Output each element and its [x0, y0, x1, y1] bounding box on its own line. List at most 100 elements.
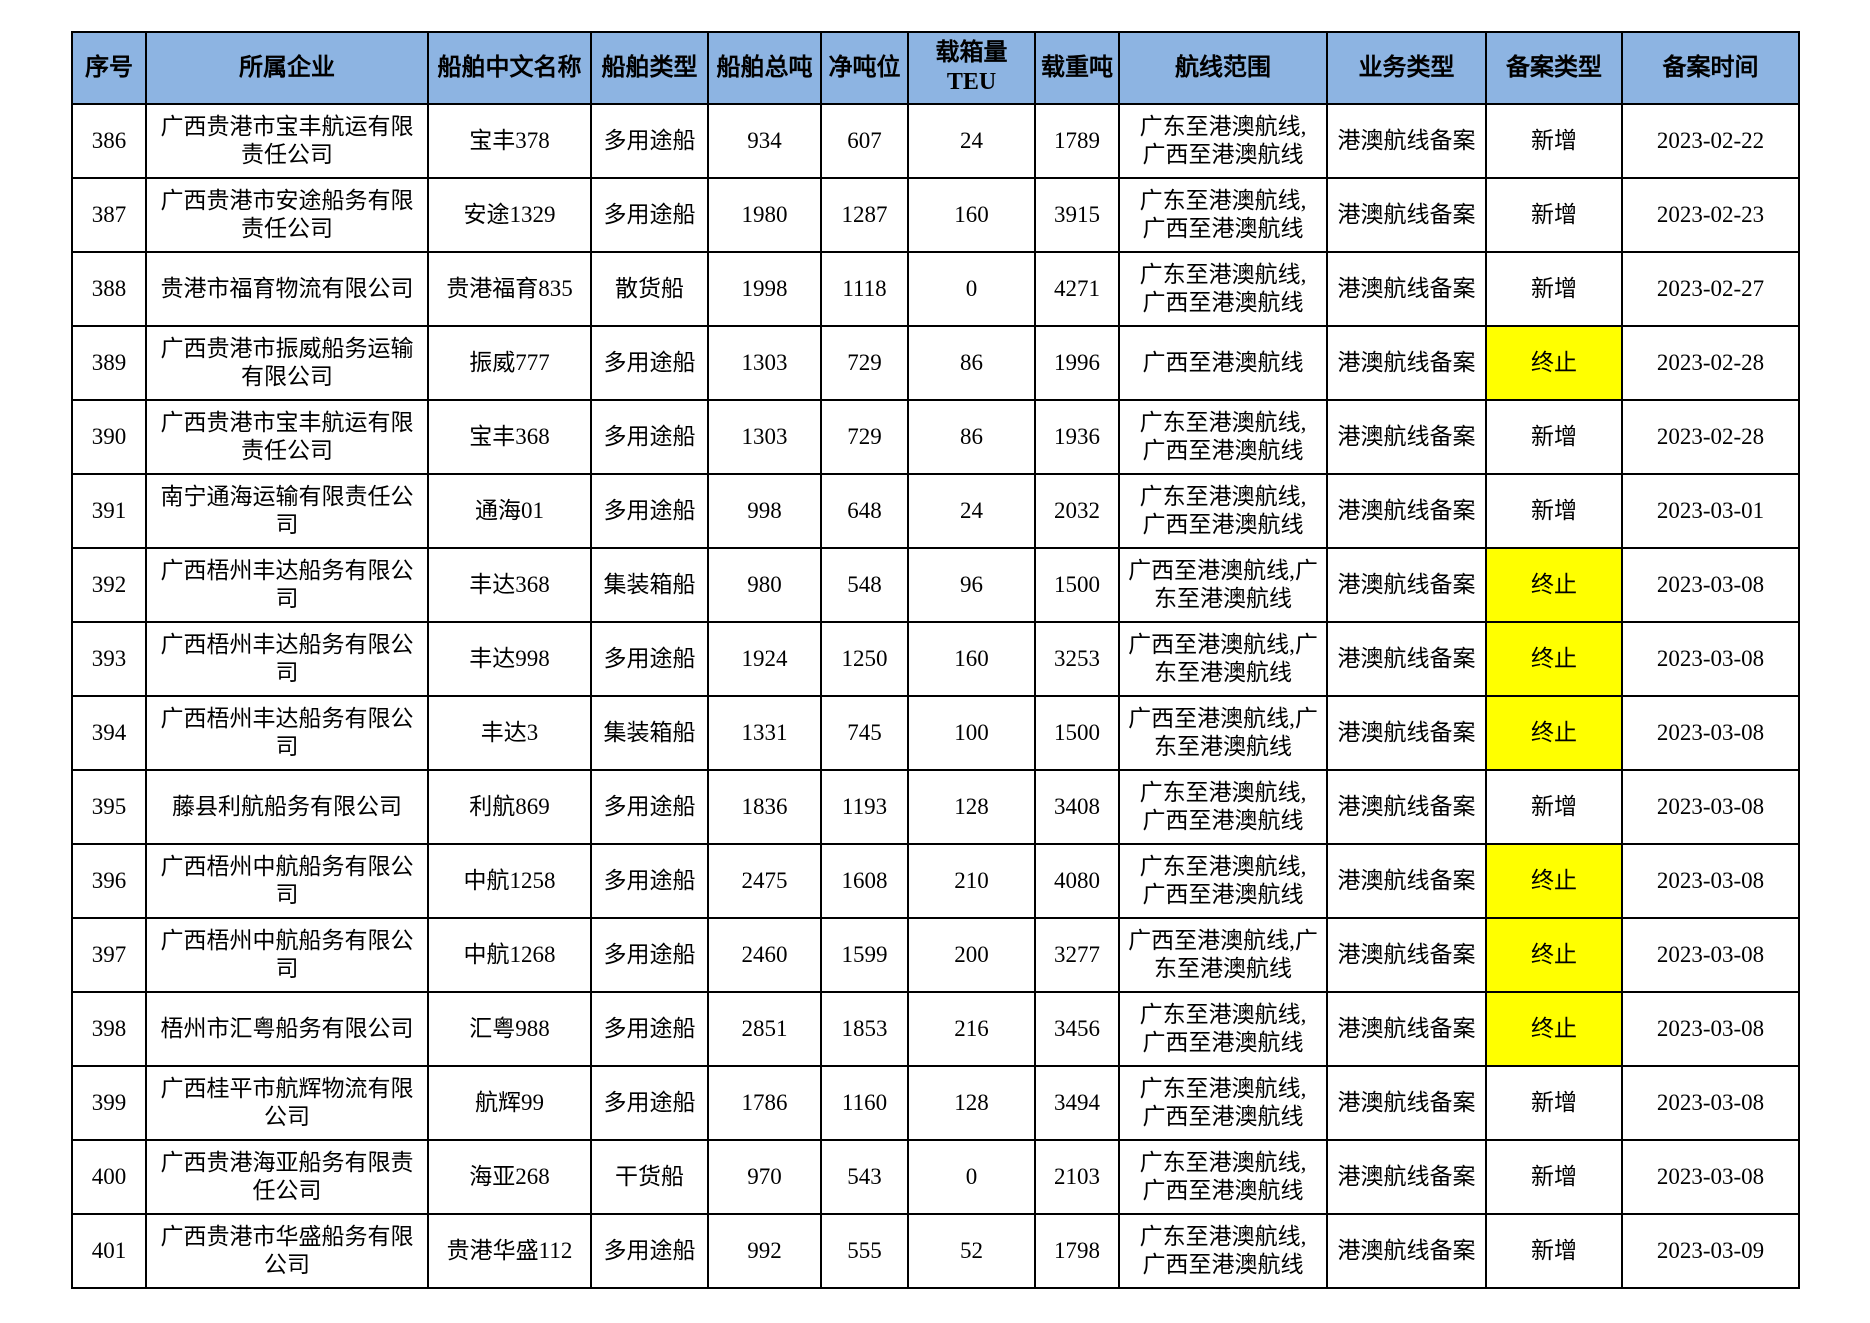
col-header-rec_date: 备案时间 — [1621, 31, 1800, 105]
col-header-dwt: 载重吨 — [1034, 31, 1120, 105]
cell-gross: 992 — [707, 1213, 822, 1289]
cell-dwt: 4080 — [1034, 843, 1120, 919]
cell-rec_type: 新增 — [1485, 251, 1623, 327]
cell-ship_type: 多用途船 — [590, 843, 709, 919]
cell-net: 1853 — [820, 991, 909, 1067]
cell-company: 广西贵港市安途船务有限 责任公司 — [145, 177, 429, 253]
cell-dwt: 3915 — [1034, 177, 1120, 253]
cell-rec_date: 2023-03-08 — [1621, 695, 1800, 771]
cell-ship_type: 集装箱船 — [590, 547, 709, 623]
cell-rec_type: 新增 — [1485, 103, 1623, 179]
cell-gross: 1924 — [707, 621, 822, 697]
cell-rec_type: 终止 — [1485, 991, 1623, 1067]
cell-net: 745 — [820, 695, 909, 771]
cell-seq: 390 — [71, 399, 147, 475]
cell-ship_name: 宝丰378 — [427, 103, 592, 179]
cell-net: 548 — [820, 547, 909, 623]
cell-rec_date: 2023-03-08 — [1621, 621, 1800, 697]
col-header-company: 所属企业 — [145, 31, 429, 105]
cell-seq: 388 — [71, 251, 147, 327]
cell-business: 港澳航线备案 — [1326, 547, 1487, 623]
cell-teu: 160 — [907, 621, 1036, 697]
cell-ship_name: 贵港华盛112 — [427, 1213, 592, 1289]
col-header-rec_type: 备案类型 — [1485, 31, 1623, 105]
cell-business: 港澳航线备案 — [1326, 1065, 1487, 1141]
cell-teu: 200 — [907, 917, 1036, 993]
cell-net: 1250 — [820, 621, 909, 697]
cell-company: 贵港市福育物流有限公司 — [145, 251, 429, 327]
cell-route: 广东至港澳航线, 广西至港澳航线 — [1118, 103, 1328, 179]
cell-dwt: 1996 — [1034, 325, 1120, 401]
cell-dwt: 3456 — [1034, 991, 1120, 1067]
cell-gross: 1303 — [707, 325, 822, 401]
cell-ship_type: 多用途船 — [590, 1065, 709, 1141]
cell-net: 1287 — [820, 177, 909, 253]
cell-gross: 970 — [707, 1139, 822, 1215]
table-row: 399 广西桂平市航辉物流有限 公司 航辉99 多用途船 1786 1160 128 3494… — [71, 1065, 1800, 1141]
cell-net: 1160 — [820, 1065, 909, 1141]
cell-ship_type: 干货船 — [590, 1139, 709, 1215]
cell-route: 广西至港澳航线,广 东至港澳航线 — [1118, 547, 1328, 623]
cell-company: 藤县利航船务有限公司 — [145, 769, 429, 845]
cell-company: 广西贵港市华盛船务有限 公司 — [145, 1213, 429, 1289]
cell-net: 648 — [820, 473, 909, 549]
cell-company: 广西梧州中航船务有限公 司 — [145, 917, 429, 993]
cell-rec_date: 2023-02-27 — [1621, 251, 1800, 327]
col-header-ship_type: 船舶类型 — [590, 31, 709, 105]
cell-rec_type: 新增 — [1485, 1213, 1623, 1289]
cell-teu: 52 — [907, 1213, 1036, 1289]
cell-rec_type: 终止 — [1485, 695, 1623, 771]
cell-ship_type: 多用途船 — [590, 917, 709, 993]
cell-business: 港澳航线备案 — [1326, 251, 1487, 327]
table-row: 392 广西梧州丰达船务有限公 司丰达368 集装箱船 980 548 96 1500 广西至… — [71, 547, 1800, 623]
table-row: 390 广西贵港市宝丰航运有限 责任公司 宝丰368 多用途船 1303 729 86 193… — [71, 399, 1800, 475]
cell-rec_date: 2023-03-08 — [1621, 843, 1800, 919]
cell-ship_name: 汇粤988 — [427, 991, 592, 1067]
cell-rec_date: 2023-03-08 — [1621, 917, 1800, 993]
cell-dwt: 1936 — [1034, 399, 1120, 475]
cell-rec_date: 2023-03-08 — [1621, 547, 1800, 623]
cell-gross: 2475 — [707, 843, 822, 919]
cell-seq: 387 — [71, 177, 147, 253]
ship-filing-sheet: 序号 所属企业 船舶中文名称 船舶类型 船舶总吨 净吨位 载箱量TEU 载重吨 航线范围 业务类型… — [71, 31, 1800, 1289]
cell-rec_type: 终止 — [1485, 843, 1623, 919]
header-row: 序号 所属企业 船舶中文名称 船舶类型 船舶总吨 净吨位 载箱量TEU 载重吨 航线范围 业务类型… — [71, 31, 1800, 105]
cell-ship_name: 丰达998 — [427, 621, 592, 697]
cell-company: 广西梧州丰达船务有限公 司 — [145, 547, 429, 623]
cell-ship_type: 多用途船 — [590, 103, 709, 179]
cell-seq: 398 — [71, 991, 147, 1067]
cell-dwt: 3253 — [1034, 621, 1120, 697]
cell-teu: 128 — [907, 1065, 1036, 1141]
cell-company: 广西梧州丰达船务有限公 司 — [145, 621, 429, 697]
col-header-seq: 序号 — [71, 31, 147, 105]
cell-ship_type: 多用途船 — [590, 621, 709, 697]
cell-dwt: 3277 — [1034, 917, 1120, 993]
cell-route: 广东至港澳航线, 广西至港澳航线 — [1118, 251, 1328, 327]
col-header-route: 航线范围 — [1118, 31, 1328, 105]
table-row: 389 广西贵港市振威船务运输 有限公司 振威777 多用途船 1303 729 86 199… — [71, 325, 1800, 401]
cell-ship_name: 宝丰368 — [427, 399, 592, 475]
cell-dwt: 2103 — [1034, 1139, 1120, 1215]
cell-dwt: 1500 — [1034, 695, 1120, 771]
cell-net: 729 — [820, 325, 909, 401]
cell-route: 广东至港澳航线, 广西至港澳航线 — [1118, 991, 1328, 1067]
cell-ship_name: 航辉99 — [427, 1065, 592, 1141]
cell-teu: 210 — [907, 843, 1036, 919]
cell-route: 广东至港澳航线, 广西至港澳航线 — [1118, 769, 1328, 845]
table-row: 396 广西梧州中航船务有限公 司中航1258 多用途船 2475 1608 210 408… — [71, 843, 1800, 919]
cell-teu: 216 — [907, 991, 1036, 1067]
cell-business: 港澳航线备案 — [1326, 843, 1487, 919]
ship-filing-table: 序号 所属企业 船舶中文名称 船舶类型 船舶总吨 净吨位 载箱量TEU 载重吨 航线范围 业务类型… — [71, 31, 1800, 1289]
table-row: 394 广西梧州丰达船务有限公 司丰达3 集装箱船 1331 745 100 1500 广西至… — [71, 695, 1800, 771]
cell-gross: 2851 — [707, 991, 822, 1067]
cell-teu: 160 — [907, 177, 1036, 253]
cell-business: 港澳航线备案 — [1326, 399, 1487, 475]
cell-route: 广东至港澳航线, 广西至港澳航线 — [1118, 473, 1328, 549]
cell-dwt: 1789 — [1034, 103, 1120, 179]
cell-gross: 1980 — [707, 177, 822, 253]
cell-route: 广西至港澳航线,广 东至港澳航线 — [1118, 695, 1328, 771]
cell-seq: 392 — [71, 547, 147, 623]
cell-company: 广西贵港市宝丰航运有限 责任公司 — [145, 399, 429, 475]
cell-teu: 128 — [907, 769, 1036, 845]
cell-seq: 401 — [71, 1213, 147, 1289]
